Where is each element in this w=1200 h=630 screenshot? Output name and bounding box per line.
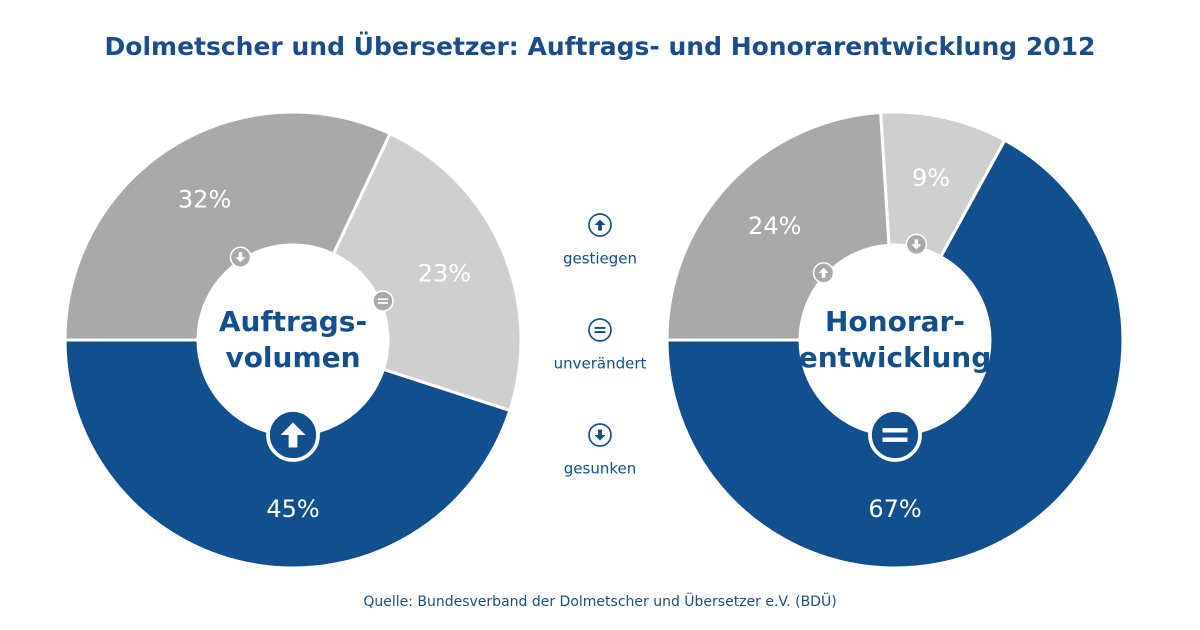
icon-circle bbox=[372, 290, 394, 312]
title: Dolmetscher und Übersetzer: Auftrags- un… bbox=[105, 31, 1096, 61]
icon bbox=[372, 290, 394, 312]
value-label: 32% bbox=[178, 186, 231, 214]
icon-circle bbox=[588, 318, 612, 342]
donut-slice bbox=[665, 138, 1125, 570]
value-label: 24% bbox=[748, 212, 801, 240]
icon-arrow bbox=[911, 239, 922, 250]
center-label: entwicklung bbox=[799, 341, 992, 374]
icon-bar bbox=[377, 298, 388, 301]
value-label: 67% bbox=[868, 495, 921, 523]
legend-label: unverändert bbox=[554, 355, 647, 373]
icon bbox=[812, 262, 835, 284]
value-label: 45% bbox=[266, 495, 319, 523]
center-label: volumen bbox=[225, 341, 360, 374]
donut-slice bbox=[63, 110, 393, 342]
icon-bar bbox=[882, 428, 908, 433]
legend-label: gestiegen bbox=[563, 250, 637, 268]
icon bbox=[229, 246, 252, 269]
donut-slice bbox=[331, 131, 523, 413]
icon bbox=[868, 408, 922, 462]
icon-arrow bbox=[594, 429, 606, 441]
icon-bar bbox=[377, 302, 388, 304]
icon bbox=[588, 423, 612, 447]
icon bbox=[588, 213, 612, 237]
icon-bar bbox=[882, 437, 908, 442]
icon bbox=[905, 233, 928, 256]
icon-circle bbox=[868, 408, 922, 462]
icon-bar bbox=[594, 326, 606, 329]
icon-bar bbox=[594, 331, 606, 334]
icon bbox=[266, 408, 320, 462]
icon-arrow bbox=[280, 422, 306, 448]
icon-arrow bbox=[235, 252, 246, 263]
icon-arrow bbox=[594, 219, 606, 231]
legend-label: gesunken bbox=[564, 460, 636, 478]
center-label: Auftrags- bbox=[219, 305, 367, 338]
center-label: Honorar- bbox=[825, 305, 965, 338]
icon bbox=[588, 318, 612, 342]
donut-slice bbox=[665, 110, 891, 342]
icon-arrow bbox=[818, 267, 829, 278]
value-label: 9% bbox=[912, 164, 950, 192]
source: Quelle: Bundesverband der Dolmetscher un… bbox=[363, 592, 836, 610]
value-label: 23% bbox=[418, 259, 471, 287]
